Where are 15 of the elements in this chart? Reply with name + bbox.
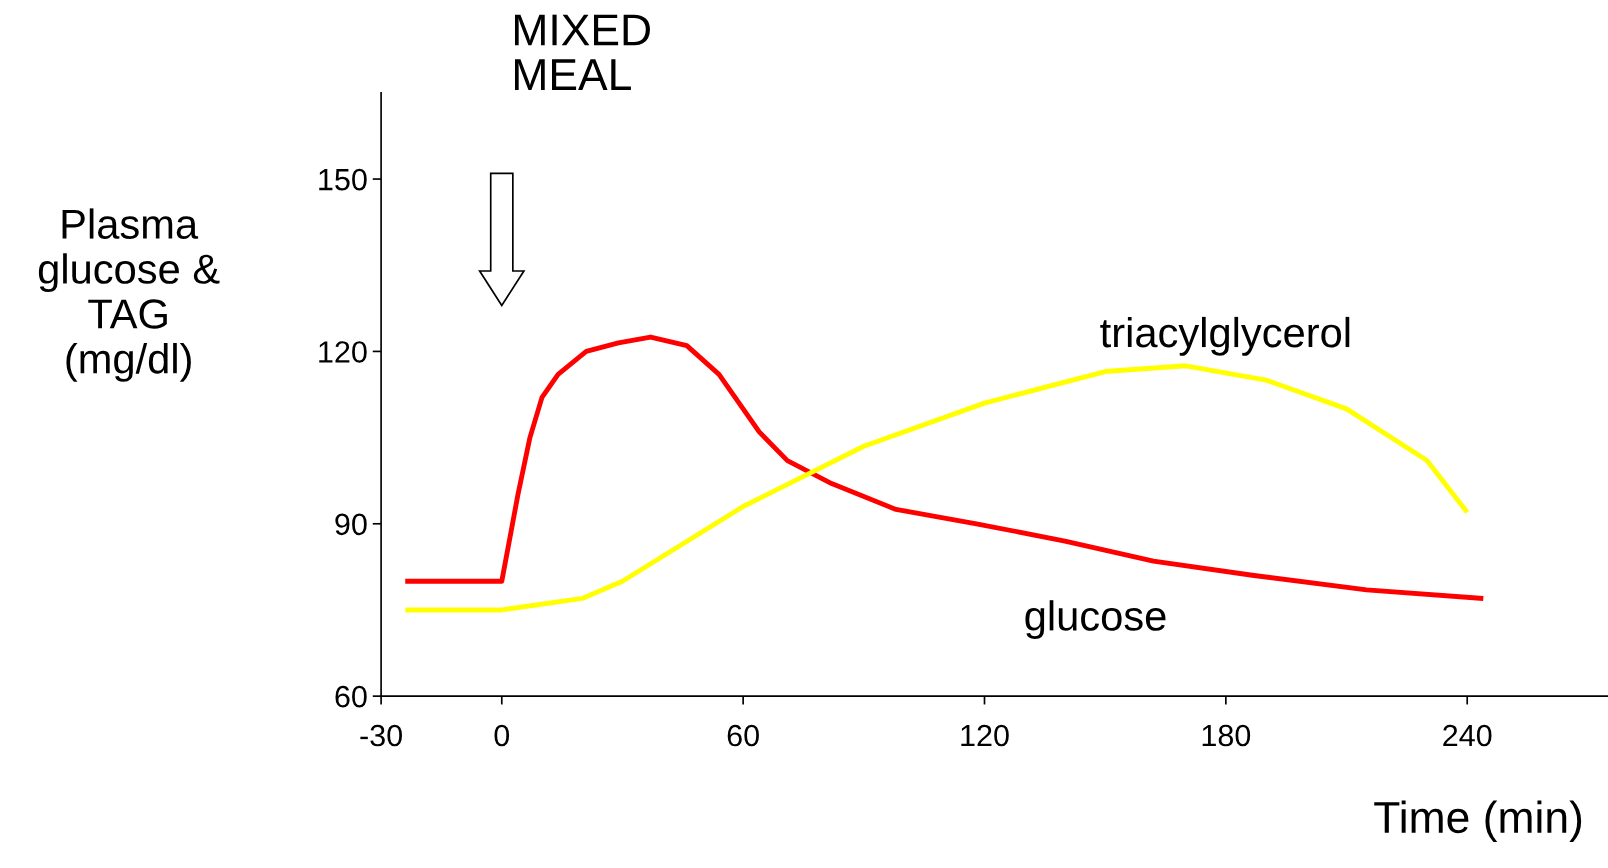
y-tick-label: 120 [319, 341, 367, 363]
x-tick-label: 0 [494, 724, 510, 747]
x-tick-label: 120 [961, 724, 1009, 747]
text: MIXED MEAL [514, 14, 650, 90]
x-tick-label: -30 [360, 724, 402, 747]
series-label: glucose [1025, 600, 1166, 640]
y-axis-title: Plasma glucose & TAG (mg/dl) [38, 208, 220, 382]
x-tick-label: 240 [1443, 724, 1492, 747]
x-axis-title: Time (min) [1374, 800, 1582, 842]
y-tick-label: 90 [335, 513, 367, 536]
x-tick-label: 180 [1202, 724, 1251, 747]
x-tick-label: 60 [727, 724, 759, 747]
y-tick-label: 150 [319, 168, 367, 191]
y-tick-label: 60 [335, 685, 367, 708]
series-label: triacylglycerol [1100, 316, 1350, 356]
